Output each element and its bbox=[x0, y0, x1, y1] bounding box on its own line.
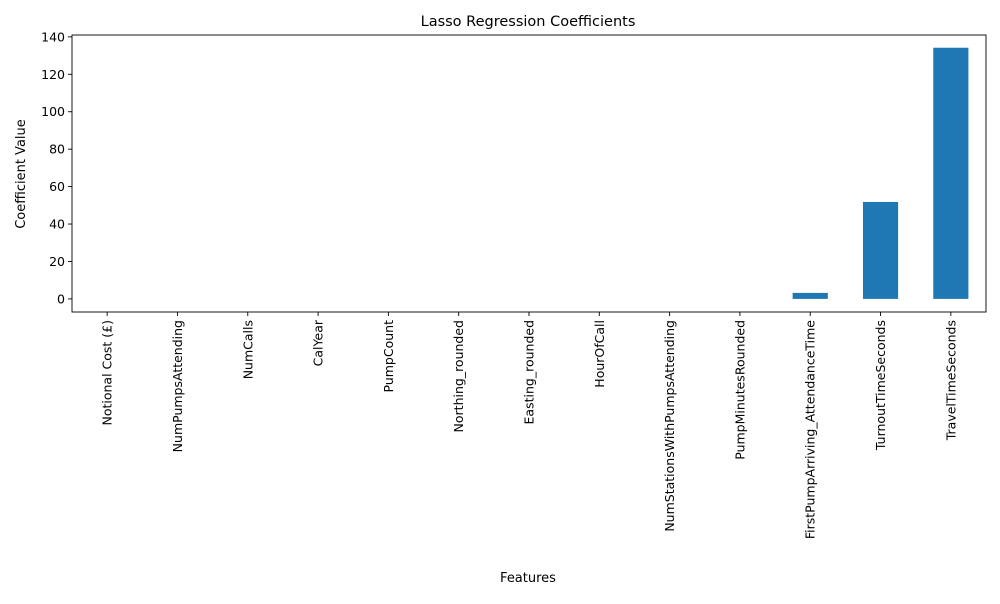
x-tick-label: Easting_rounded bbox=[522, 320, 537, 424]
y-tick-label: 120 bbox=[41, 67, 65, 82]
bar bbox=[933, 47, 969, 299]
x-tick-label: FirstPumpArriving_AttendanceTime bbox=[803, 320, 818, 539]
x-tick-label: HourOfCall bbox=[592, 320, 607, 388]
chart-title: Lasso Regression Coefficients bbox=[421, 14, 636, 30]
y-tick-label: 100 bbox=[41, 104, 65, 119]
x-tick-label: NumPumpsAttending bbox=[170, 320, 185, 452]
x-axis-label: Features bbox=[500, 571, 556, 586]
y-tick-label: 140 bbox=[41, 29, 65, 44]
x-tick-label: NumCalls bbox=[240, 320, 255, 379]
bars-group bbox=[792, 47, 969, 299]
x-axis: Notional Cost (£) NumPumpsAttending NumCal… bbox=[100, 312, 958, 539]
x-tick-label: CalYear bbox=[311, 319, 326, 366]
x-tick-label: NumStationsWithPumpsAttending bbox=[662, 320, 677, 532]
bar bbox=[862, 201, 899, 299]
x-tick-label: PumpCount bbox=[381, 320, 396, 393]
x-tick-label: PumpMinutesRounded bbox=[732, 320, 747, 460]
y-tick-label: 80 bbox=[49, 142, 65, 157]
y-axis: 0 20 40 60 80 100 120 140 bbox=[41, 29, 72, 306]
y-tick-label: 0 bbox=[57, 291, 65, 306]
x-tick-label: TravelTimeSeconds bbox=[943, 320, 958, 441]
x-tick-label: Notional Cost (£) bbox=[100, 320, 115, 426]
bar bbox=[792, 292, 828, 299]
plot-frame bbox=[71, 34, 987, 313]
y-tick-label: 40 bbox=[49, 217, 65, 232]
y-tick-label: 60 bbox=[49, 179, 65, 194]
y-axis-label: Coefficient Value bbox=[14, 119, 29, 229]
x-tick-label: Northing_rounded bbox=[451, 320, 466, 432]
x-tick-label: TurnoutTimeSeconds bbox=[873, 320, 888, 451]
y-tick-label: 20 bbox=[49, 254, 65, 269]
